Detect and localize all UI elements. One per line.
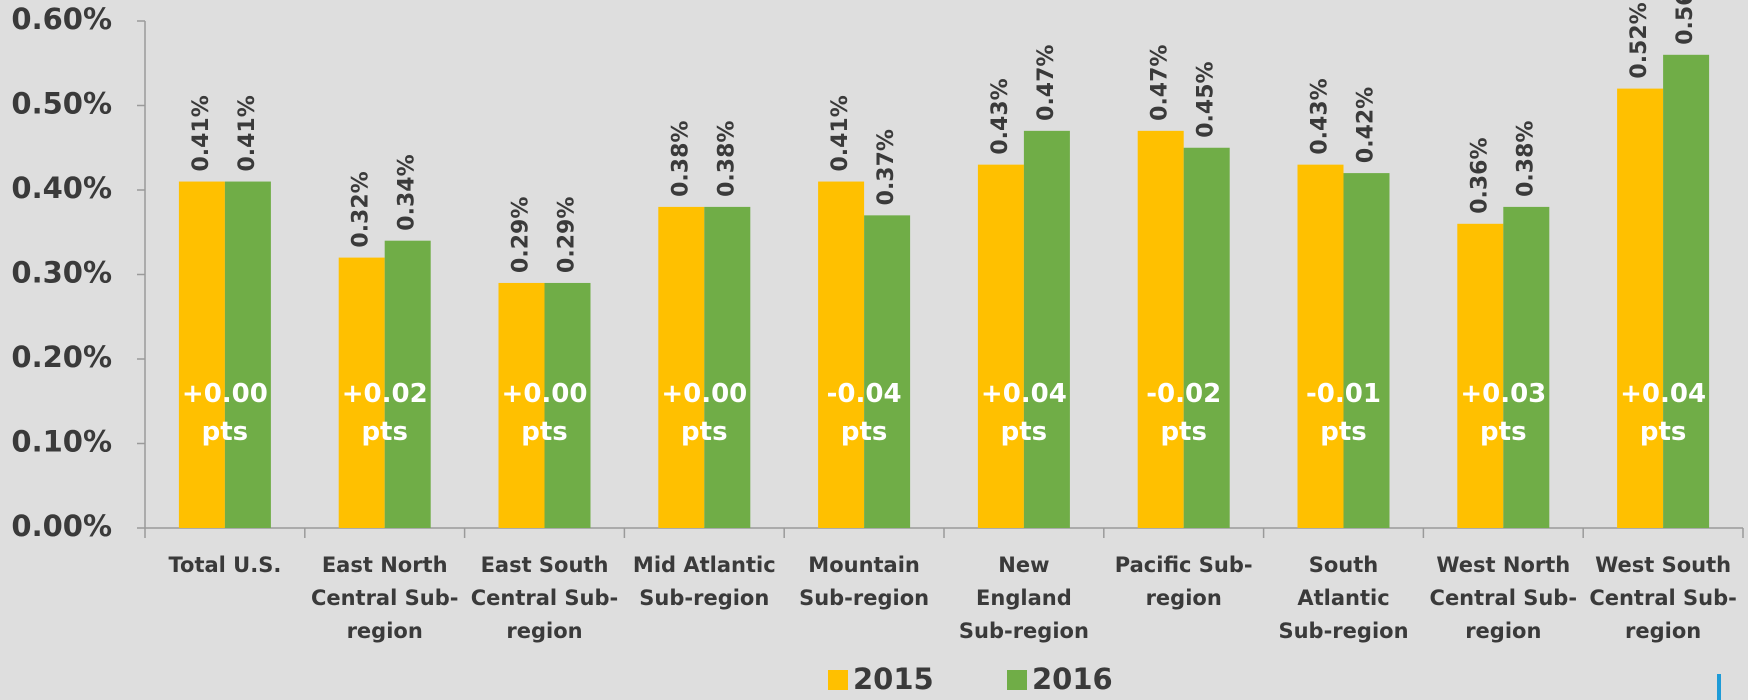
data-label: 0.29% (509, 197, 534, 273)
bar-annotation: -0.01 pts (1306, 379, 1381, 447)
bar (1663, 54, 1710, 529)
x-tick-label: East South Central Sub-region (471, 553, 619, 643)
bar (498, 282, 545, 528)
x-tick-label: Mid Atlantic Sub-region (633, 553, 776, 610)
bar (178, 181, 225, 529)
legend-label: 2015 (853, 662, 934, 696)
legend-label: 2016 (1032, 662, 1113, 696)
x-tick-label: Mountain Sub-region (799, 553, 929, 610)
y-tick-label: 0.40% (11, 171, 112, 205)
data-label: 0.43% (1308, 78, 1333, 154)
data-label: 0.38% (714, 121, 739, 197)
x-tick-label: Total U.S. (168, 553, 281, 577)
bar-annotation: +0.00 pts (182, 379, 268, 447)
bar (224, 181, 271, 529)
bar (864, 215, 911, 528)
bar (1457, 223, 1504, 529)
bar (338, 257, 385, 528)
data-label: 0.38% (1513, 121, 1538, 197)
y-tick-label: 0.30% (11, 256, 112, 290)
data-label: 0.29% (555, 197, 580, 273)
bar-annotation: +0.00 pts (661, 379, 747, 447)
data-label: 0.42% (1354, 87, 1379, 163)
data-label: 0.41% (189, 95, 214, 171)
bar-annotation: -0.04 pts (827, 379, 902, 447)
bar (704, 206, 751, 528)
bar-annotation: +0.02 pts (342, 379, 428, 447)
bar (1343, 173, 1390, 528)
data-label: 0.37% (874, 129, 899, 205)
bar (544, 282, 591, 528)
corner-accent (1717, 674, 1721, 700)
data-label: 0.36% (1467, 137, 1492, 213)
x-tick-label: South Atlantic Sub-region (1278, 553, 1408, 643)
bar-annotation: -0.02 pts (1146, 379, 1221, 447)
y-tick-label: 0.20% (11, 340, 112, 374)
bar (384, 240, 431, 528)
y-tick-label: 0.00% (11, 509, 112, 543)
data-label: 0.52% (1627, 2, 1652, 78)
y-tick-label: 0.50% (11, 87, 112, 121)
data-label: 0.34% (395, 154, 420, 230)
data-label: 0.47% (1034, 45, 1059, 121)
bar (1503, 206, 1550, 528)
bar (1183, 147, 1230, 528)
x-tick-label: West South Central Sub-region (1589, 553, 1737, 643)
data-label: 0.56% (1673, 0, 1698, 45)
legend-swatch (828, 670, 848, 690)
bar (1137, 130, 1184, 528)
data-label: 0.47% (1148, 45, 1173, 121)
bar (658, 206, 705, 528)
data-label: 0.41% (828, 95, 853, 171)
y-tick-label: 0.60% (11, 2, 112, 36)
y-tick-label: 0.10% (11, 425, 112, 459)
bar (818, 181, 865, 529)
data-label: 0.45% (1194, 61, 1219, 137)
data-label: 0.43% (988, 78, 1013, 154)
bar-annotation: +0.03 pts (1460, 379, 1546, 447)
data-label: 0.38% (668, 121, 693, 197)
bar-annotation: +0.04 pts (981, 379, 1067, 447)
bar-annotation: +0.00 pts (502, 379, 588, 447)
bar-annotation: +0.04 pts (1620, 379, 1706, 447)
bar (977, 164, 1024, 528)
x-tick-label: East North Central Sub-region (311, 553, 459, 643)
bar (1023, 130, 1070, 528)
x-tick-label: Pacific Sub-region (1115, 553, 1253, 610)
x-tick-label: New England Sub-region (959, 553, 1089, 643)
bar (1297, 164, 1344, 528)
legend-swatch (1007, 670, 1027, 690)
data-label: 0.32% (349, 171, 374, 247)
x-tick-label: West North Central Sub-region (1430, 553, 1578, 643)
data-label: 0.41% (235, 95, 260, 171)
bar (1617, 88, 1664, 528)
